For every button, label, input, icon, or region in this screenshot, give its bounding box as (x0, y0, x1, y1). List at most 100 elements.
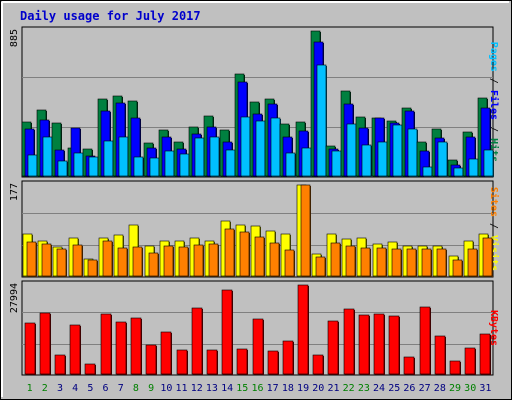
panel-hits-ymax: 885 (9, 29, 20, 47)
bar-face (392, 124, 403, 177)
bar-face (419, 306, 431, 375)
bar-sites-day-16 (254, 236, 265, 277)
bar-sites-day-21 (330, 242, 341, 277)
legend-sites: Sites (488, 187, 500, 217)
x-tick-day-25: 25 (388, 383, 400, 394)
bar-face (282, 340, 294, 375)
bar-sites-day-12 (193, 244, 204, 277)
bar-face (316, 64, 327, 177)
bar-pages-day-24 (377, 141, 388, 177)
bar-face (468, 158, 479, 177)
x-tick-day-29: 29 (449, 383, 461, 394)
bar-face (254, 236, 265, 277)
x-tick-day-3: 3 (57, 383, 63, 394)
bar-face (209, 136, 220, 177)
bar-pages-day-17 (270, 117, 281, 177)
x-tick-day-4: 4 (72, 383, 78, 394)
bar-face (240, 116, 251, 177)
bar-pages-day-10 (164, 150, 175, 177)
bar-pages-day-22 (346, 123, 357, 177)
bar-face (453, 167, 464, 177)
bar-face (208, 243, 219, 277)
bar-face (421, 248, 432, 277)
bar-pages-day-29 (453, 167, 464, 177)
x-tick-day-19: 19 (297, 383, 309, 394)
bar-face (403, 356, 415, 375)
bar-kbytes-day-30 (464, 347, 476, 375)
chart-title: Daily usage for July 2017 (20, 9, 201, 23)
x-tick-day-1: 1 (27, 383, 33, 394)
bar-face (239, 231, 250, 277)
panel-visits: 177 Sites / Visits (9, 180, 500, 278)
x-tick-day-5: 5 (87, 383, 93, 394)
bar-face (69, 324, 81, 375)
legend-pages: Pages (488, 42, 499, 72)
bar-face (406, 248, 417, 277)
bar-face (56, 248, 67, 277)
bar-kbytes-day-27 (419, 306, 431, 375)
x-tick-day-8: 8 (133, 383, 139, 394)
bar-face (360, 247, 371, 277)
x-tick-day-10: 10 (160, 383, 172, 394)
bar-pages-day-30 (468, 158, 479, 177)
bar-face (377, 141, 388, 177)
bar-pages-day-7 (118, 136, 129, 177)
bar-face (225, 149, 236, 177)
bar-face (191, 307, 203, 375)
bar-sites-day-19 (300, 184, 311, 277)
bar-sites-day-14 (224, 228, 235, 277)
bar-pages-day-26 (407, 128, 418, 177)
x-tick-day-20: 20 (312, 383, 324, 394)
bar-pages-day-12 (194, 137, 205, 177)
x-tick-day-18: 18 (282, 383, 294, 394)
bar-face (103, 140, 114, 177)
panel-kbytes-legend: KBytes (488, 310, 499, 346)
x-tick-day-14: 14 (221, 383, 233, 394)
bar-face (315, 256, 326, 277)
bar-pages-day-5 (88, 156, 99, 177)
bar-face (118, 136, 129, 177)
bar-face (452, 259, 463, 277)
bar-sites-day-27 (421, 248, 432, 277)
bar-face (467, 248, 478, 277)
legend-separator: / (488, 217, 499, 235)
bar-kbytes-day-21 (327, 320, 339, 375)
legend-separator: / (488, 72, 499, 90)
bar-sites-day-2 (41, 243, 52, 277)
bar-pages-day-3 (57, 160, 68, 177)
x-tick-day-24: 24 (373, 383, 385, 394)
bar-sites-day-31 (482, 237, 493, 277)
bar-face (391, 248, 402, 277)
bar-kbytes-day-22 (343, 308, 355, 375)
bar-sites-day-9 (148, 252, 159, 277)
bar-sites-day-6 (102, 240, 113, 277)
bar-face (164, 150, 175, 177)
bar-sites-day-13 (208, 243, 219, 277)
bar-sites-day-30 (467, 248, 478, 277)
bar-face (194, 137, 205, 177)
x-tick-day-16: 16 (251, 383, 263, 394)
bar-face (422, 166, 433, 177)
x-axis-labels: 1 2 3 4 5 6 7 8 9 10 11 12 13 14 15 16 17 18 19 20 21 22 23 24 2… (27, 383, 492, 394)
bar-sites-day-17 (269, 242, 280, 277)
x-tick-day-6: 6 (103, 383, 109, 394)
bar-kbytes-day-19 (297, 284, 309, 375)
bar-sites-day-3 (56, 248, 67, 277)
bar-face (178, 246, 189, 277)
bar-pages-day-2 (42, 136, 53, 177)
x-tick-day-22: 22 (343, 383, 355, 394)
bar-kbytes-day-5 (84, 363, 96, 375)
bar-face (270, 117, 281, 177)
bar-face (179, 153, 190, 177)
bar-face (221, 289, 233, 375)
bar-face (54, 354, 66, 375)
bar-face (133, 156, 144, 177)
legend-kbytes: KBytes (488, 310, 499, 346)
bar-pages-day-19 (301, 147, 312, 177)
bar-face (464, 347, 476, 375)
bar-pages-day-4 (73, 152, 84, 177)
bar-kbytes-day-17 (267, 350, 279, 375)
x-tick-day-7: 7 (118, 383, 124, 394)
bar-face (301, 147, 312, 177)
bar-face (343, 308, 355, 375)
